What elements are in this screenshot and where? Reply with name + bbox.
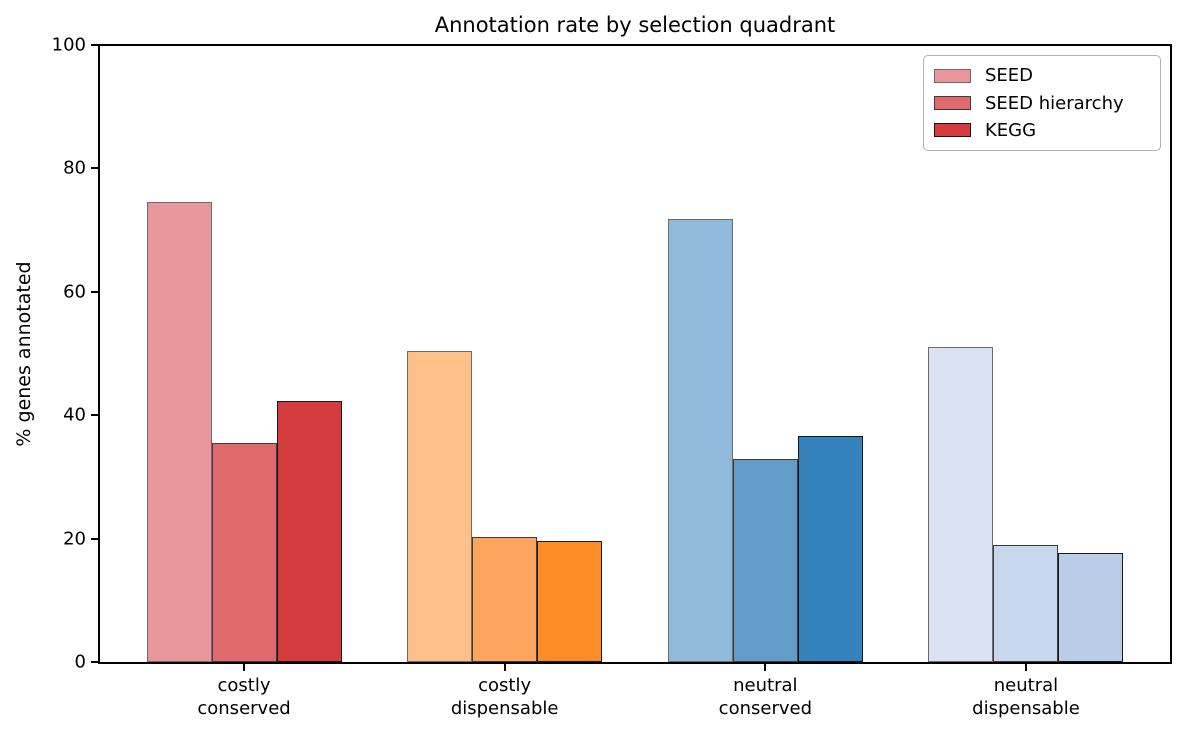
bar-kegg-costly-dispensable [537, 541, 603, 662]
y-tick-mark-80 [91, 167, 98, 170]
legend-swatch-kegg [934, 123, 971, 138]
bar-kegg-neutral-dispensable [1058, 552, 1124, 662]
legend-label-kegg: KEGG [985, 119, 1037, 141]
x-tick-label-costly-conserved: costly conserved [197, 675, 291, 719]
legend-label-seed: SEED [985, 65, 1034, 87]
x-tick-label-neutral-dispensable: neutral dispensable [972, 675, 1080, 719]
bar-seed-hierarchy-neutral-conserved [732, 459, 798, 662]
bar-seed-costly-dispensable [407, 351, 473, 662]
bar-seed-hierarchy-costly-dispensable [472, 536, 538, 662]
legend-swatch-seed [934, 68, 971, 83]
y-tick-label-0: 0 [74, 651, 86, 673]
legend-item-seed-hierarchy: SEED hierarchy [924, 93, 1160, 114]
y-tick-label-60: 60 [63, 281, 86, 303]
legend: SEED SEED hierarchy KEGG [923, 55, 1161, 151]
bar-seed-costly-conserved [146, 201, 212, 662]
x-tick-label-costly-dispensable: costly dispensable [450, 675, 559, 719]
y-tick-label-20: 20 [63, 528, 86, 550]
chart-title: Annotation rate by selection quadrant [434, 13, 836, 37]
bar-seed-hierarchy-costly-conserved [211, 442, 277, 662]
y-tick-mark-100 [91, 44, 98, 46]
y-axis-label: % genes annotated [13, 261, 35, 447]
x-tick-mark-neutral-conserved [764, 664, 767, 671]
bar-kegg-costly-conserved [276, 401, 342, 662]
y-tick-mark-0 [91, 661, 98, 663]
x-tick-mark-neutral-dispensable [1024, 664, 1027, 671]
y-tick-mark-20 [91, 537, 98, 540]
bar-seed-neutral-dispensable [928, 346, 994, 662]
y-tick-label-80: 80 [63, 157, 86, 179]
x-tick-label-neutral-conserved: neutral conserved [718, 675, 813, 719]
legend-item-kegg: KEGG [924, 120, 1160, 141]
legend-label-seed-hierarchy: SEED hierarchy [985, 92, 1124, 114]
bar-seed-neutral-conserved [667, 218, 733, 662]
bar-seed-hierarchy-neutral-dispensable [993, 545, 1059, 662]
y-tick-mark-40 [91, 414, 98, 417]
bar-kegg-neutral-conserved [797, 435, 863, 662]
legend-swatch-seed-hierarchy [934, 96, 971, 110]
y-tick-label-100: 100 [51, 34, 86, 56]
legend-item-seed: SEED [924, 65, 1160, 86]
y-tick-label-40: 40 [63, 404, 86, 426]
x-tick-mark-costly-conserved [243, 664, 246, 671]
y-tick-mark-60 [91, 290, 98, 293]
x-tick-mark-costly-dispensable [503, 664, 506, 671]
